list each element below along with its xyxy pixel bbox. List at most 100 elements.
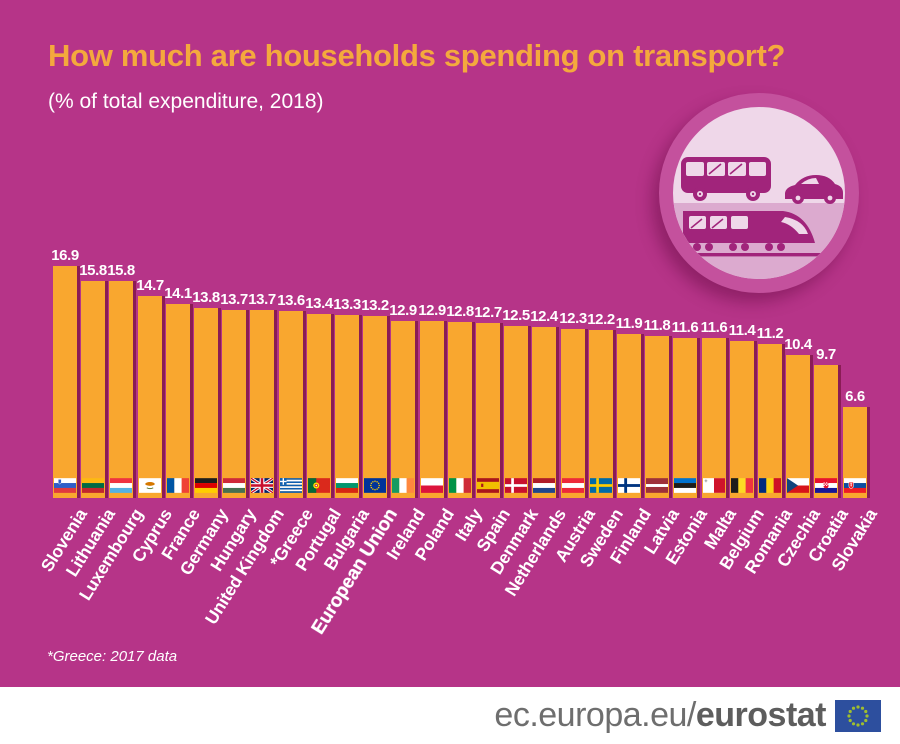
bar-value-label: 13.3 <box>333 296 361 313</box>
portugal-flag-icon <box>308 478 330 493</box>
hungary-flag-icon <box>223 478 245 493</box>
bar-value-label: 13.7 <box>248 291 276 308</box>
bar-value-label: 11.2 <box>756 325 784 342</box>
bar <box>307 314 331 498</box>
poland-flag-icon <box>421 478 443 493</box>
greece-flag-icon <box>280 478 302 493</box>
page-title: How much are households spending on tran… <box>48 38 786 73</box>
bar-value-label: 13.8 <box>192 289 220 306</box>
bar <box>194 308 218 498</box>
footer-url: ec.europa.eu/eurostat <box>494 696 826 735</box>
bar <box>279 311 303 498</box>
footer-url-regular: ec.europa.eu/ <box>494 696 696 734</box>
bulgaria-flag-icon <box>336 478 358 493</box>
footnote: *Greece: 2017 data <box>47 648 178 665</box>
bar <box>250 310 274 498</box>
bar <box>589 330 613 498</box>
bar <box>222 310 246 498</box>
romania-flag-icon <box>759 478 781 493</box>
bar-value-label: 9.7 <box>816 346 836 363</box>
finland-flag-icon <box>618 478 640 493</box>
bar-value-label: 6.6 <box>845 388 865 405</box>
bar <box>81 281 105 498</box>
car-icon <box>785 175 843 204</box>
bar-value-label: 11.4 <box>728 322 756 339</box>
bar-value-label: 11.6 <box>671 319 699 336</box>
page-subtitle: (% of total expenditure, 2018) <box>48 90 324 113</box>
bar <box>814 365 838 498</box>
ireland-flag-icon <box>392 478 414 493</box>
bar <box>504 326 528 498</box>
netherlands-flag-icon <box>533 478 555 493</box>
bar <box>673 338 697 498</box>
eu-flag-icon <box>364 478 386 493</box>
bar-value-label: 15.8 <box>79 262 107 279</box>
bar <box>363 316 387 498</box>
slovenia-flag-icon <box>54 478 76 493</box>
bar <box>532 327 556 498</box>
luxembourg-flag-icon <box>110 478 132 493</box>
transport-illustration <box>659 93 859 293</box>
bar <box>702 338 726 498</box>
footer-url-bold: eurostat <box>695 696 827 734</box>
bar <box>138 296 162 498</box>
bar-value-label: 13.2 <box>361 297 389 314</box>
bar <box>420 321 444 498</box>
bar-value-label: 11.6 <box>700 319 728 336</box>
bar-value-label: 11.9 <box>615 315 643 332</box>
slovakia-flag-icon <box>844 478 866 493</box>
latvia-flag-icon <box>646 478 668 493</box>
eu-flag-icon <box>835 699 881 732</box>
denmark-flag-icon <box>505 478 527 493</box>
bar-value-label: 10.4 <box>784 336 812 353</box>
bar-value-label: 14.7 <box>136 277 164 294</box>
bar <box>786 355 810 498</box>
bar-value-label: 13.4 <box>305 295 333 312</box>
czechia-flag-icon <box>787 478 809 493</box>
bar <box>53 266 77 498</box>
bar-value-label: 12.5 <box>502 307 530 324</box>
bar-value-label: 12.3 <box>559 310 587 327</box>
bar-value-label: 12.9 <box>389 302 417 319</box>
malta-flag-icon <box>703 478 725 493</box>
bar-value-label: 15.8 <box>107 262 135 279</box>
footer-bar: ec.europa.eu/eurostat <box>0 687 900 744</box>
bar <box>561 329 585 498</box>
sweden-flag-icon <box>590 478 612 493</box>
bar-value-label: 12.9 <box>418 302 446 319</box>
bar <box>166 304 190 498</box>
austria-flag-icon <box>562 478 584 493</box>
bar <box>335 315 359 498</box>
bar-value-label: 12.7 <box>474 304 502 321</box>
united-kingdom-flag-icon <box>251 478 273 493</box>
vehicles-graphic <box>681 157 843 257</box>
bar <box>758 344 782 498</box>
bar-value-label: 16.9 <box>51 247 79 264</box>
bar <box>391 321 415 498</box>
bar-value-label: 13.7 <box>220 291 248 308</box>
bar-value-label: 12.8 <box>446 303 474 320</box>
spain-flag-icon <box>477 478 499 493</box>
france-flag-icon <box>167 478 189 493</box>
lithuania-flag-icon <box>82 478 104 493</box>
bar <box>730 341 754 498</box>
bar <box>448 322 472 498</box>
bar <box>645 336 669 498</box>
bus-icon <box>681 157 771 201</box>
belgium-flag-icon <box>731 478 753 493</box>
croatia-flag-icon <box>815 478 837 493</box>
italy-flag-icon <box>449 478 471 493</box>
bar-value-label: 14.1 <box>164 285 192 302</box>
bar <box>109 281 133 498</box>
bar <box>617 334 641 498</box>
bar-value-label: 12.4 <box>530 308 558 325</box>
estonia-flag-icon <box>674 478 696 493</box>
train-icon <box>683 211 825 257</box>
bar-value-label: 12.2 <box>587 311 615 328</box>
germany-flag-icon <box>195 478 217 493</box>
bar-value-label: 11.8 <box>643 317 671 334</box>
cyprus-flag-icon <box>139 478 161 493</box>
bar-value-label: 13.6 <box>277 292 305 309</box>
bar <box>476 323 500 498</box>
